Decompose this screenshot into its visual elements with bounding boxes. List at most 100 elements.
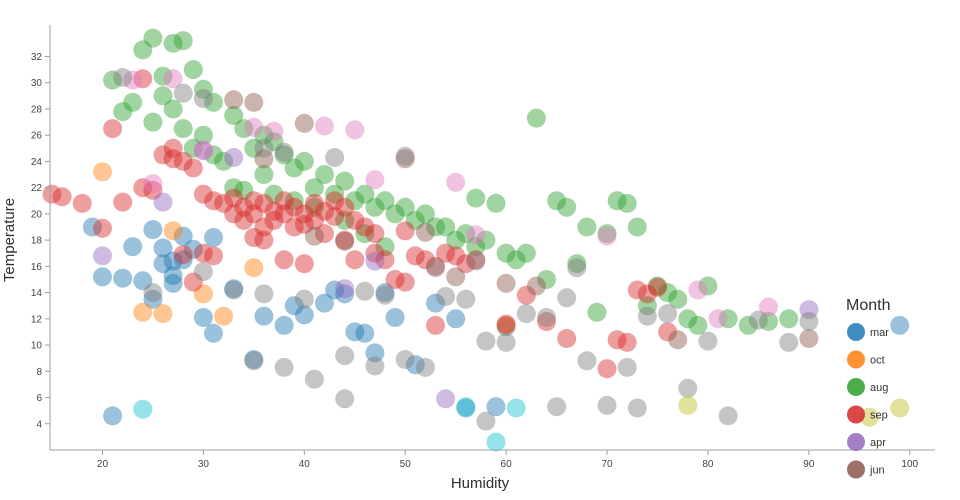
scatter-point — [395, 272, 415, 292]
scatter-point — [264, 121, 284, 141]
scatter-point — [355, 184, 375, 204]
scatter-point — [153, 192, 173, 212]
scatter-point — [375, 283, 395, 303]
scatter-point — [456, 254, 476, 274]
legend-title: Month — [846, 297, 890, 314]
scatter-point — [577, 217, 597, 237]
scatter-point — [325, 184, 345, 204]
scatter-point — [355, 217, 375, 237]
scatter-point — [617, 332, 637, 352]
scatter-point — [284, 197, 304, 217]
scatter-point — [244, 204, 264, 224]
scatter-point — [890, 398, 910, 418]
scatter-point — [294, 214, 314, 234]
scatter-point — [143, 283, 163, 303]
scatter-point — [718, 309, 738, 329]
scatter-point — [284, 158, 304, 178]
scatter-point — [708, 309, 728, 329]
scatter-point — [496, 332, 516, 352]
scatter-point — [204, 246, 223, 266]
scatter-point — [446, 230, 466, 250]
x-tick-label: 50 — [400, 459, 412, 470]
y-tick-label: 20 — [31, 209, 43, 220]
scatter-point — [476, 331, 496, 351]
scatter-point — [244, 117, 264, 137]
scatter-point — [648, 276, 667, 296]
scatter-point — [244, 351, 264, 371]
scatter-point — [698, 276, 718, 296]
scatter-point — [173, 119, 193, 139]
scatter-point — [587, 302, 607, 322]
scatter-point — [274, 191, 294, 211]
scatter-point — [345, 250, 365, 270]
scatter-point — [264, 210, 284, 230]
scatter-point — [617, 357, 637, 377]
scatter-point — [426, 217, 445, 237]
scatter-point — [224, 188, 244, 208]
scatter-point — [274, 142, 294, 162]
legend-item-aug[interactable]: aug — [847, 378, 888, 396]
scatter-point — [496, 243, 516, 263]
y-axis: 4 6 8 10 12 14 16 18 20 22 24 26 28 30 32 — [31, 25, 51, 450]
y-tick-label: 16 — [31, 262, 43, 273]
scatter-point — [153, 145, 173, 165]
scatter-point — [597, 226, 617, 246]
legend-item-sep[interactable]: sep — [847, 405, 888, 424]
y-tick-label: 10 — [31, 341, 43, 352]
scatter-point — [799, 312, 819, 331]
scatter-point — [163, 149, 183, 169]
scatter-point — [234, 119, 254, 139]
scatter-point — [234, 180, 254, 200]
scatter-point — [496, 315, 516, 335]
scatter-point — [567, 254, 587, 274]
scatter-point — [436, 243, 456, 263]
scatter-point — [426, 315, 445, 335]
y-axis-title: Temperature — [1, 198, 18, 282]
scatter-point — [365, 251, 385, 271]
scatter-point — [163, 251, 183, 271]
scatter-point — [113, 102, 133, 122]
scatter-point — [294, 305, 314, 325]
scatter-point — [537, 312, 556, 331]
scatter-point — [133, 40, 153, 60]
legend-item-apr[interactable]: apr — [847, 433, 886, 451]
scatter-point — [254, 149, 274, 169]
scatter-point — [456, 398, 476, 418]
scatter-point — [597, 224, 617, 244]
y-tick-label: 28 — [31, 104, 43, 115]
scatter-point — [607, 330, 627, 350]
scatter-point — [436, 217, 456, 237]
scatter-point — [345, 322, 365, 342]
x-tick-label: 80 — [702, 459, 714, 470]
scatter-point — [466, 250, 486, 270]
scatter-point — [173, 226, 193, 246]
y-tick-label: 8 — [36, 367, 42, 378]
scatter-point — [143, 28, 163, 48]
scatter-point — [143, 220, 163, 240]
scatter-point — [315, 116, 334, 136]
legend-item-jun[interactable]: jun — [847, 460, 885, 479]
scatter-point — [678, 378, 698, 398]
scatter-point — [183, 138, 203, 158]
scatter-point — [405, 210, 425, 230]
scatter-point — [385, 308, 405, 327]
y-tick-label: 18 — [31, 236, 43, 247]
scatter-point — [637, 284, 657, 304]
scatter-point — [799, 300, 819, 320]
legend-item-mar[interactable]: mar — [847, 323, 889, 341]
scatter-point — [335, 171, 355, 191]
scatter-point — [234, 197, 254, 217]
scatter-point — [183, 158, 203, 178]
scatter-point — [395, 197, 415, 217]
scatter-point — [173, 83, 193, 103]
scatter-point — [335, 197, 355, 217]
legend-item-oct[interactable]: oct — [847, 350, 885, 369]
scatter-point — [627, 398, 647, 418]
scatter-point — [315, 293, 334, 313]
scatter-point — [526, 276, 546, 296]
scatter-point — [103, 119, 123, 139]
legend-swatch-mar — [847, 323, 865, 341]
scatter-point — [173, 245, 193, 265]
scatter-point — [315, 201, 334, 221]
scatter-point — [496, 273, 516, 293]
